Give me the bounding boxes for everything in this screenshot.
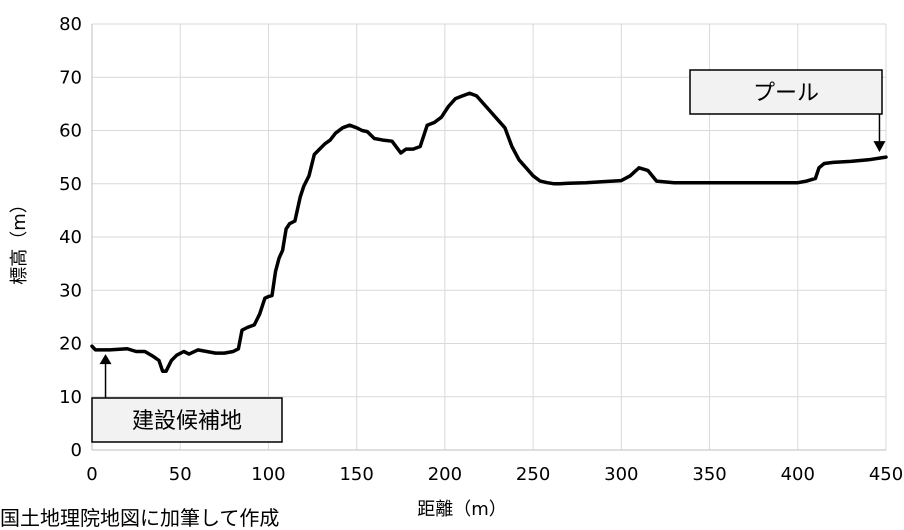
grid-lines — [92, 23, 887, 450]
y-tick-label: 50 — [59, 174, 82, 195]
y-tick-label: 80 — [59, 14, 82, 35]
annotation-box — [91, 397, 283, 443]
annotation-label: プール — [753, 81, 819, 106]
annotations: 建設候補地 プール — [91, 69, 886, 443]
x-tick-labels: 0 50 100 150 200 250 300 350 400 450 — [86, 464, 903, 485]
y-tick-label: 10 — [59, 387, 82, 408]
axes — [91, 24, 886, 451]
annotation-label: 建設候補地 — [132, 409, 242, 434]
y-tick-label: 60 — [59, 121, 82, 142]
y-tick-label: 0 — [71, 440, 82, 461]
x-tick-label: 350 — [692, 464, 726, 485]
x-tick-label: 400 — [781, 464, 815, 485]
footnote: 国土地理院地図に加筆して作成 — [0, 506, 280, 530]
x-axis-title: 距離（m） — [417, 499, 507, 520]
annotation-box — [689, 69, 883, 115]
y-tick-label: 40 — [59, 227, 82, 248]
x-tick-label: 300 — [604, 464, 638, 485]
x-tick-label: 200 — [428, 464, 462, 485]
y-tick-label: 70 — [59, 67, 82, 88]
x-tick-label: 0 — [86, 464, 97, 485]
elevation-line — [90, 91, 888, 373]
x-tick-label: 100 — [251, 464, 285, 485]
x-tick-label: 450 — [869, 464, 903, 485]
annotation-arrowhead — [99, 354, 112, 365]
x-tick-label: 150 — [339, 464, 373, 485]
x-tick-label: 250 — [516, 464, 550, 485]
y-tick-label: 30 — [59, 280, 82, 301]
y-tick-label: 20 — [59, 334, 82, 355]
x-tick-label: 50 — [169, 464, 192, 485]
y-tick-labels: 0 10 20 30 40 50 60 70 80 — [59, 14, 82, 461]
annotation-arrowhead — [873, 141, 886, 153]
y-axis-title: 標高（m） — [9, 195, 30, 285]
